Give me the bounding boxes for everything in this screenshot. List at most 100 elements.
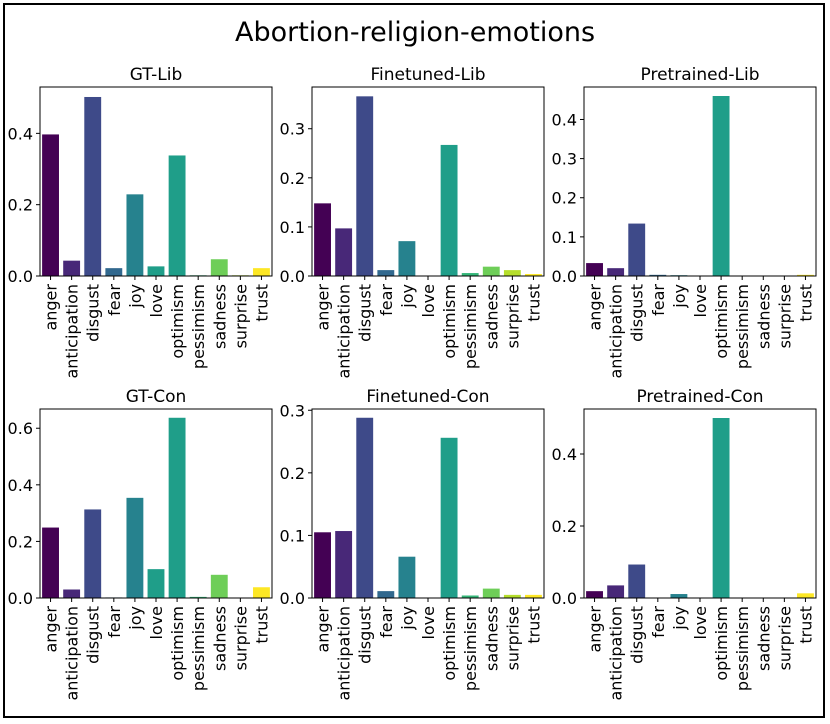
x-tick-label-disgust: disgust: [628, 284, 647, 342]
y-tick-label: 0.2: [8, 532, 33, 551]
y-tick-label: 0.2: [280, 169, 305, 188]
x-tick-label-disgust: disgust: [84, 606, 103, 664]
x-tick-label-trust: trust: [524, 606, 543, 644]
bar-optimism: [168, 155, 186, 276]
bar-fear: [377, 591, 395, 598]
x-tick-label-fear: fear: [649, 284, 668, 316]
bar-pessimism: [461, 273, 479, 276]
bar-anger: [314, 203, 331, 276]
x-tick-label-fear: fear: [377, 284, 396, 316]
y-tick-label: 0.1: [280, 526, 305, 545]
plot-area-frame: [583, 86, 817, 277]
x-tick-label-joy: joy: [670, 284, 689, 309]
bar-disgust: [84, 96, 102, 276]
bar-anticipation: [335, 228, 353, 276]
x-tick-label-sadness: sadness: [754, 284, 773, 349]
panel-title: GT-Lib: [130, 65, 183, 85]
x-tick-label-anger: anger: [42, 284, 61, 331]
x-tick-label-love: love: [691, 606, 710, 640]
x-tick-label-anger: anger: [314, 606, 333, 653]
bar-fear: [649, 274, 667, 276]
plot-area-frame: [39, 86, 273, 277]
bar-trust: [525, 594, 542, 598]
plot-area-frame: [583, 408, 817, 599]
x-tick-label-optimism: optimism: [168, 284, 187, 359]
x-tick-label-anger: anger: [586, 284, 605, 331]
bar-anger: [586, 263, 603, 276]
x-tick-label-anticipation: anticipation: [335, 606, 354, 701]
figure-frame: [3, 3, 825, 718]
bar-optimism: [712, 418, 730, 598]
x-tick-label-anger: anger: [42, 606, 61, 653]
y-tick-label: 0.3: [280, 120, 305, 139]
bar-disgust: [628, 223, 646, 276]
panel-title: Pretrained-Con: [636, 387, 763, 407]
bar-joy: [398, 241, 416, 276]
bar-sadness: [210, 259, 228, 276]
x-tick-label-joy: joy: [670, 606, 689, 631]
chart-panel-5: Finetuned-Con 0.0 0.1 0.2 0.3 anger anticipati…: [280, 387, 545, 701]
bar-optimism: [168, 417, 186, 598]
bar-optimism: [440, 144, 458, 276]
y-tick-label: 0.4: [552, 110, 577, 129]
bar-joy: [670, 594, 688, 598]
bar-anticipation: [335, 531, 353, 598]
x-tick-label-love: love: [419, 606, 438, 640]
x-tick-label-love: love: [147, 284, 166, 318]
x-tick-label-anger: anger: [314, 284, 333, 331]
bar-trust: [253, 268, 270, 276]
x-tick-label-surprise: surprise: [775, 606, 794, 670]
y-tick-label: 0.0: [280, 267, 305, 286]
y-tick-label: 0.4: [8, 124, 33, 143]
bar-joy: [126, 194, 144, 276]
x-tick-label-joy: joy: [126, 284, 145, 309]
x-tick-label-fear: fear: [649, 606, 668, 638]
chart-panel-6: Pretrained-Con 0.0 0.2 0.4 anger anticipation…: [552, 387, 817, 701]
bar-anger: [42, 134, 59, 276]
bar-trust: [253, 587, 270, 598]
bar-optimism: [712, 96, 730, 276]
bar-joy: [126, 497, 144, 598]
y-tick-label: 0.4: [552, 445, 577, 464]
x-tick-label-optimism: optimism: [440, 606, 459, 681]
x-tick-label-trust: trust: [796, 284, 815, 322]
x-tick-label-pessimism: pessimism: [733, 606, 752, 691]
x-tick-label-surprise: surprise: [231, 606, 250, 670]
chart-panel-3: Pretrained-Lib 0.0 0.1 0.2 0.3 0.4 anger antici…: [552, 65, 817, 379]
x-tick-label-joy: joy: [126, 606, 145, 631]
x-tick-label-sadness: sadness: [482, 606, 501, 671]
x-tick-label-fear: fear: [105, 284, 124, 316]
x-tick-label-fear: fear: [377, 606, 396, 638]
x-tick-label-pessimism: pessimism: [189, 606, 208, 691]
x-tick-label-optimism: optimism: [440, 284, 459, 359]
bar-anticipation: [607, 268, 625, 276]
y-tick-label: 0.3: [280, 401, 305, 420]
x-tick-label-anticipation: anticipation: [607, 284, 626, 379]
bar-anger: [314, 532, 331, 598]
y-tick-label: 0.0: [280, 589, 305, 608]
x-tick-label-sadness: sadness: [210, 606, 229, 671]
x-tick-label-trust: trust: [796, 606, 815, 644]
bar-optimism: [440, 437, 458, 598]
y-tick-label: 0.0: [552, 589, 577, 608]
bar-disgust: [356, 96, 374, 276]
bar-love: [147, 266, 165, 276]
bar-joy: [398, 556, 416, 598]
y-tick-label: 0.0: [8, 267, 33, 286]
x-tick-label-pessimism: pessimism: [461, 284, 480, 369]
y-tick-label: 0.1: [552, 228, 577, 247]
y-tick-label: 0.6: [8, 419, 33, 438]
x-tick-label-surprise: surprise: [775, 284, 794, 348]
y-tick-label: 0.4: [8, 476, 33, 495]
panel-title: GT-Con: [126, 387, 187, 407]
x-tick-label-love: love: [147, 606, 166, 640]
bar-disgust: [628, 564, 646, 598]
x-tick-label-sadness: sadness: [754, 606, 773, 671]
x-tick-label-sadness: sadness: [210, 284, 229, 349]
x-tick-label-disgust: disgust: [356, 606, 375, 664]
x-tick-label-disgust: disgust: [628, 606, 647, 664]
y-tick-label: 0.0: [552, 267, 577, 286]
x-tick-label-surprise: surprise: [503, 606, 522, 670]
bar-sadness: [210, 574, 228, 598]
x-tick-label-anticipation: anticipation: [335, 284, 354, 379]
